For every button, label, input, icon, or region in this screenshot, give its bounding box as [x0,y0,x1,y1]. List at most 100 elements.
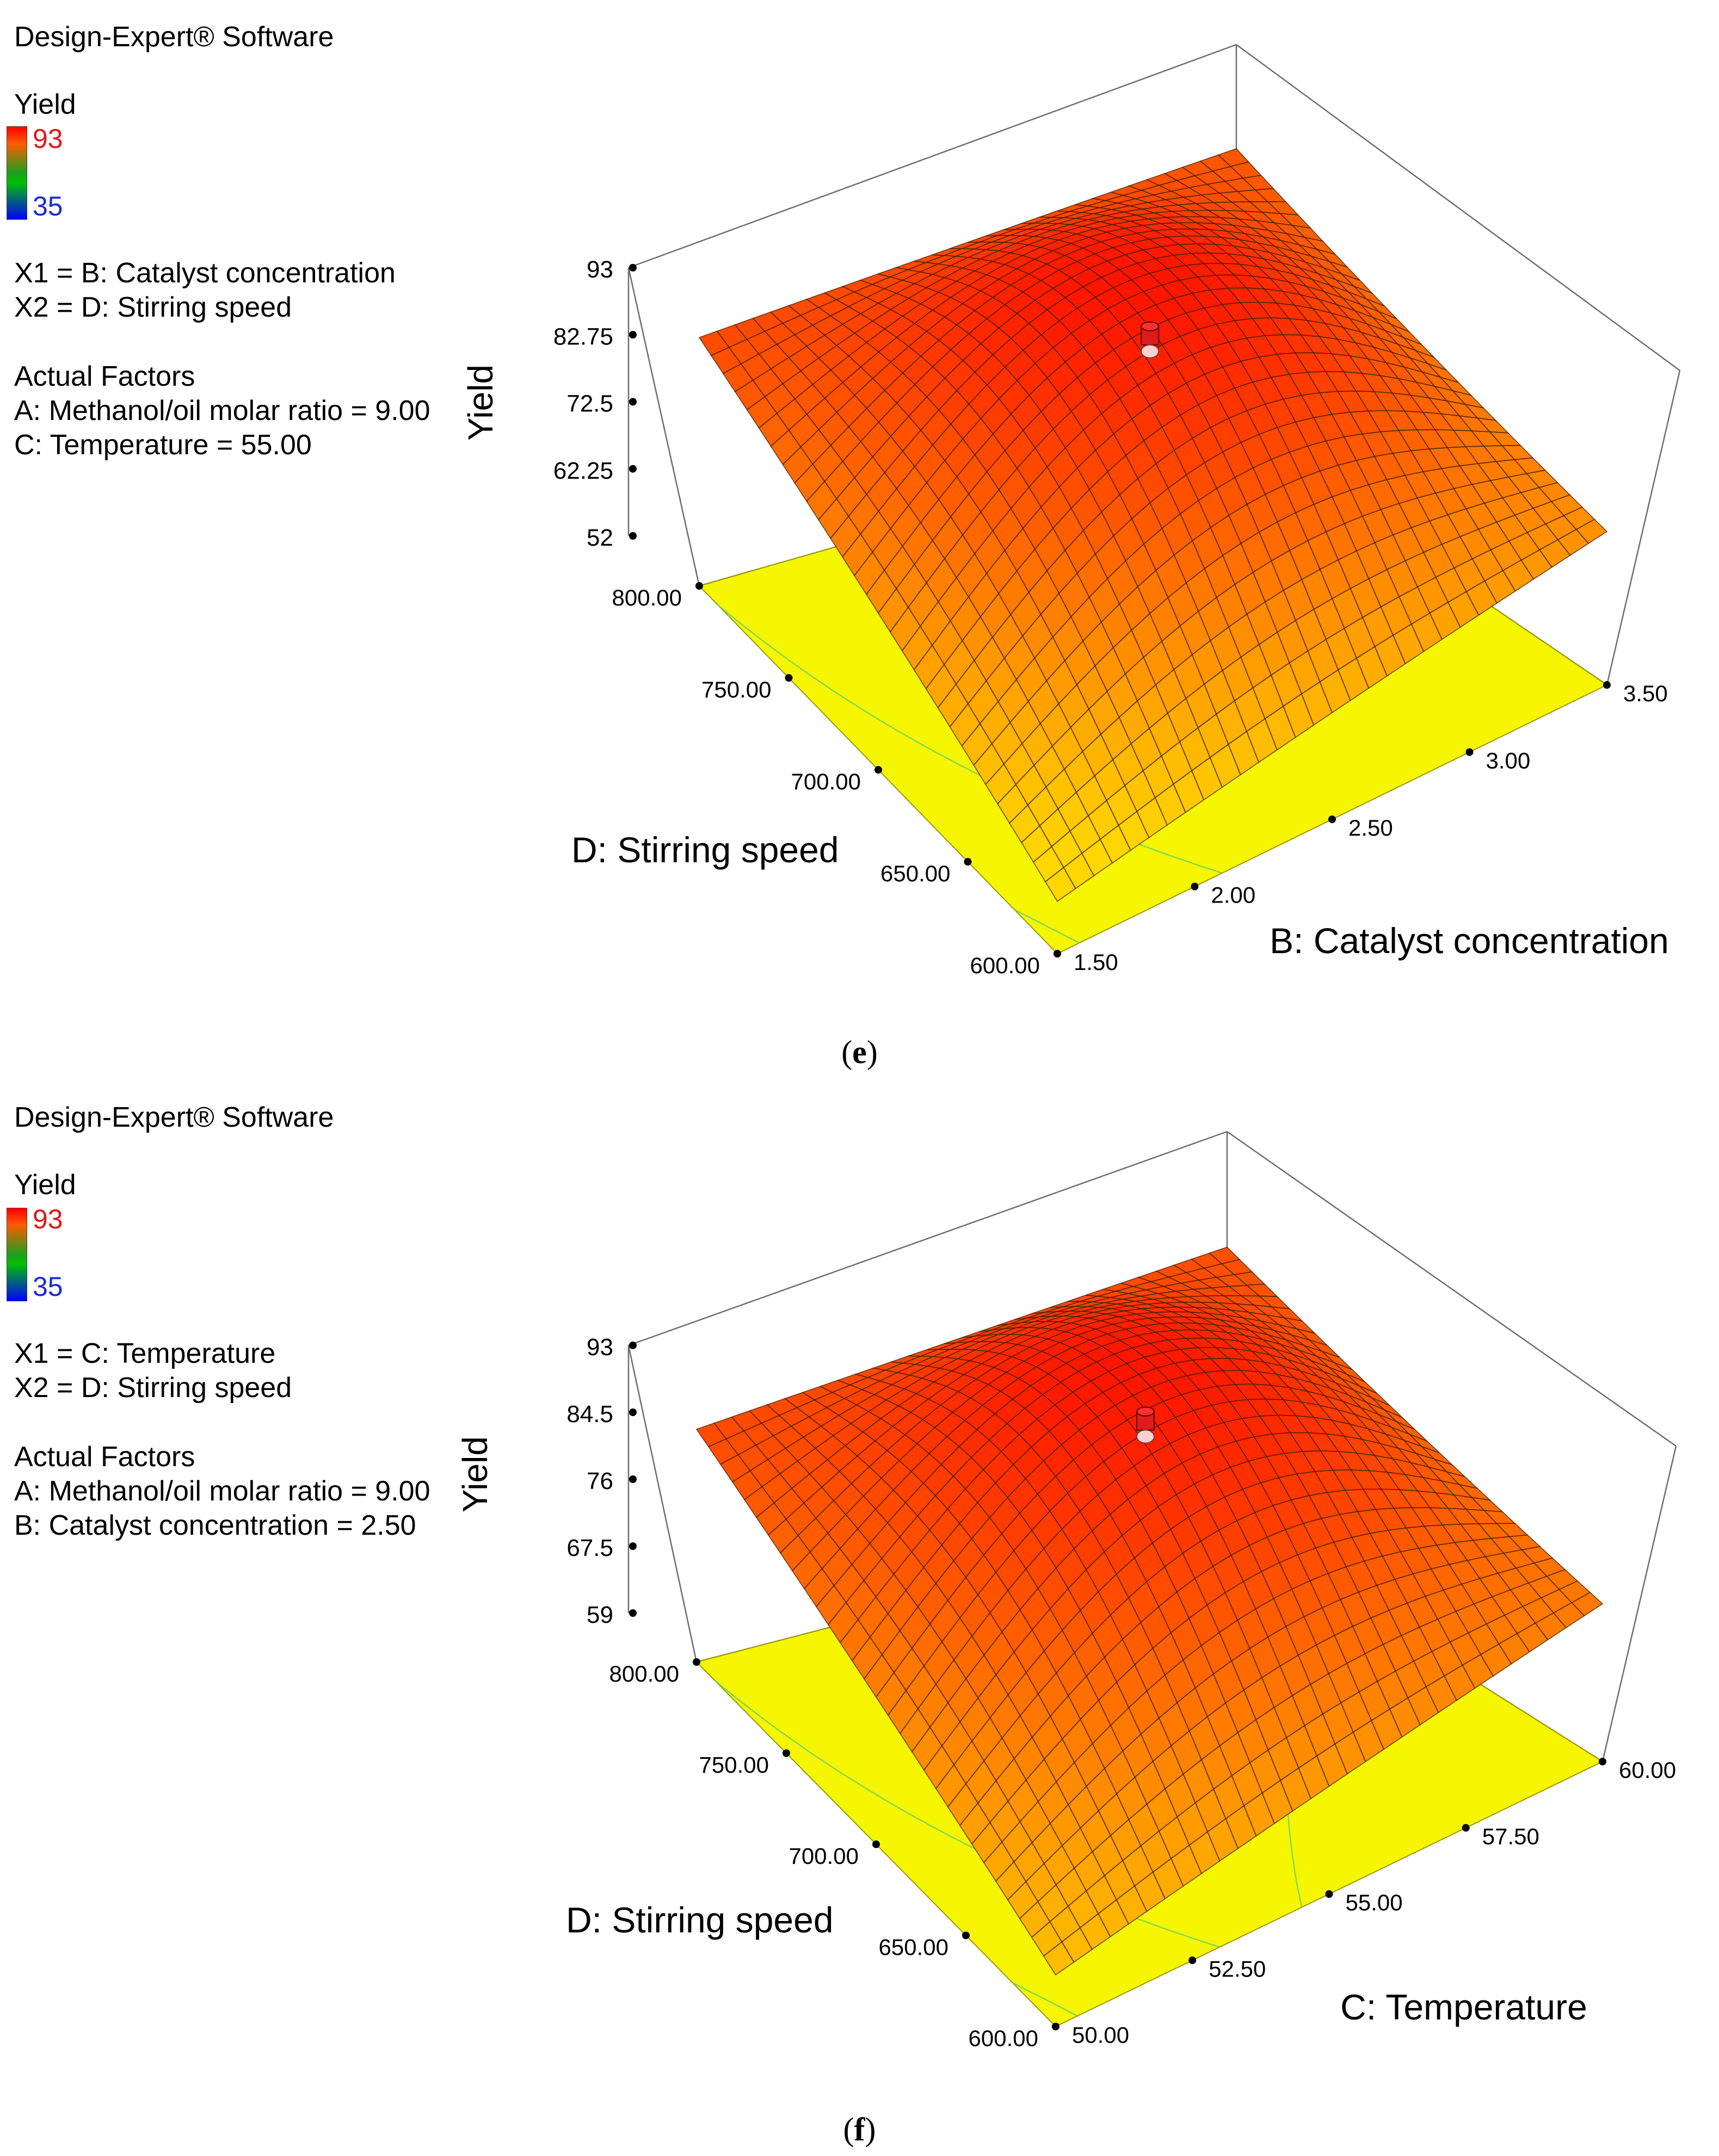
z-tick [629,1408,637,1416]
legend-low-value: 35 [33,1271,63,1302]
z-tick [629,1609,637,1617]
z-axis: 52 62.25 72.5 82.75 93 [553,256,637,551]
y-tick-label: 800.00 [612,585,682,610]
x-tick-label: 2.00 [1211,882,1256,908]
y-axis: 600.00 650.00 700.00 750.00 800.00 [609,1658,1059,2051]
z-tick-label: 76 [587,1468,613,1494]
x-axis: 50.00 52.50 55.00 57.50 60.00 [1052,1757,1676,2048]
z-tick [629,1542,637,1550]
y-tick [783,1749,790,1757]
y-tick [874,766,882,774]
y-tick [962,1931,970,1939]
z-tick-label: 72.5 [566,391,613,417]
x-tick [1325,1890,1333,1898]
x-tick [1191,882,1199,891]
z-tick-label: 67.5 [566,1535,613,1561]
z-tick [629,331,637,339]
panel-e: Design-Expert® Software Yield 93 35 X1 =… [0,0,1719,1077]
x-tick-label: 1.50 [1074,949,1118,975]
z-tick [629,532,637,540]
response-surface [695,1246,1604,1976]
x-tick [1465,748,1474,756]
response-label: Yield [14,1169,76,1201]
y-tick-label: 800.00 [609,1661,679,1687]
x-axis-title: C: Temperature [1340,1987,1587,2027]
x-axis: 1.50 2.00 2.50 3.00 3.50 [1053,681,1668,975]
design-point-cap [1141,321,1160,331]
z-tick [629,398,637,406]
y-tick [695,582,703,590]
z-tick [629,1342,637,1349]
x-tick-label: 57.50 [1482,1824,1539,1849]
x2-definition: X2 = D: Stirring speed [14,292,292,323]
z-tick [629,264,637,271]
color-legend-bar [7,126,27,220]
actual-factor-2: B: Catalyst concentration = 2.50 [14,1510,416,1541]
box-edge [627,1345,698,1663]
y-tick [964,858,972,866]
actual-factor-1: A: Methanol/oil molar ratio = 9.00 [14,395,430,427]
design-point-base [1136,1429,1155,1444]
x-tick-label: 60.00 [1619,1757,1676,1783]
surface-cell [1575,518,1608,544]
contour-line [1012,1982,1078,2017]
x-tick [1053,950,1061,957]
y-tick-label: 600.00 [969,2025,1038,2051]
caption-letter: e [852,1034,867,1070]
actual-factor-1: A: Methanol/oil molar ratio = 9.00 [14,1475,430,1507]
caption-e: (e) [841,1034,878,1070]
x-tick-label: 55.00 [1346,1890,1403,1916]
x-tick-label: 2.50 [1348,815,1393,841]
z-axis-title: Yield [461,365,500,441]
y-tick-label: 600.00 [970,953,1040,978]
design-point-marker [1141,321,1160,359]
y-tick-label: 650.00 [880,861,950,886]
y-tick-label: 650.00 [879,1935,948,1960]
surface-plot-e: 52 62.25 72.5 82.75 93 Yield 600.00 650.00 700.0… [461,44,1681,978]
y-tick-label: 750.00 [701,677,771,702]
x-axis-title: B: Catalyst concentration [1270,921,1669,961]
y-tick-label: 750.00 [699,1752,769,1778]
box-edge [1601,1445,1677,1762]
actual-factor-2: C: Temperature = 55.00 [14,429,312,461]
x-tick-label: 3.50 [1623,681,1668,706]
box-edge [1227,1130,1677,1447]
box-edge [1236,44,1680,372]
box-edge [628,1130,1228,1346]
y-tick-label: 700.00 [789,1843,859,1869]
legend-high-value: 93 [33,1204,63,1234]
z-tick-label: 82.75 [553,323,613,350]
z-tick-label: 62.25 [553,458,613,484]
panel-f: Design-Expert® Software Yield 93 35 X1 =… [0,1077,1719,2154]
response-label: Yield [14,89,76,120]
actual-factors-title: Actual Factors [14,361,195,392]
color-legend-bar [7,1208,27,1301]
z-axis-title: Yield [455,1436,495,1512]
x-tick [1328,816,1336,823]
caption-letter: f [854,2111,865,2147]
software-name: Design-Expert® Software [14,1102,334,1133]
box-edge [628,44,1237,269]
box-edge [627,267,700,586]
x1-definition: X1 = C: Temperature [14,1338,276,1369]
x-tick-label: 52.50 [1209,1956,1266,1981]
z-tick-label: 59 [587,1602,613,1628]
caption-f: (f) [843,2111,876,2147]
x-tick-label: 3.00 [1486,748,1531,774]
box-edge [1606,370,1681,685]
x-tick [1052,2023,1059,2030]
x-tick [1462,1824,1470,1832]
legend-low-value: 35 [33,191,63,221]
x-tick [1599,1758,1606,1765]
software-name: Design-Expert® Software [14,21,334,53]
y-axis-title: D: Stirring speed [566,1900,834,1940]
contour-line [1014,909,1080,944]
design-point-base [1141,344,1160,359]
surface-plot-f: 59 67.5 76 84.5 93 Yield 600.00 650.00 700.00 750… [455,1130,1677,2051]
x2-definition: X2 = D: Stirring speed [14,1372,292,1404]
z-tick-label: 93 [587,256,613,283]
y-axis: 600.00 650.00 700.00 750.00 800.00 [612,582,1061,978]
response-surface [698,148,1608,902]
x1-definition: X1 = B: Catalyst concentration [14,257,396,289]
x-tick [1188,1956,1197,1965]
